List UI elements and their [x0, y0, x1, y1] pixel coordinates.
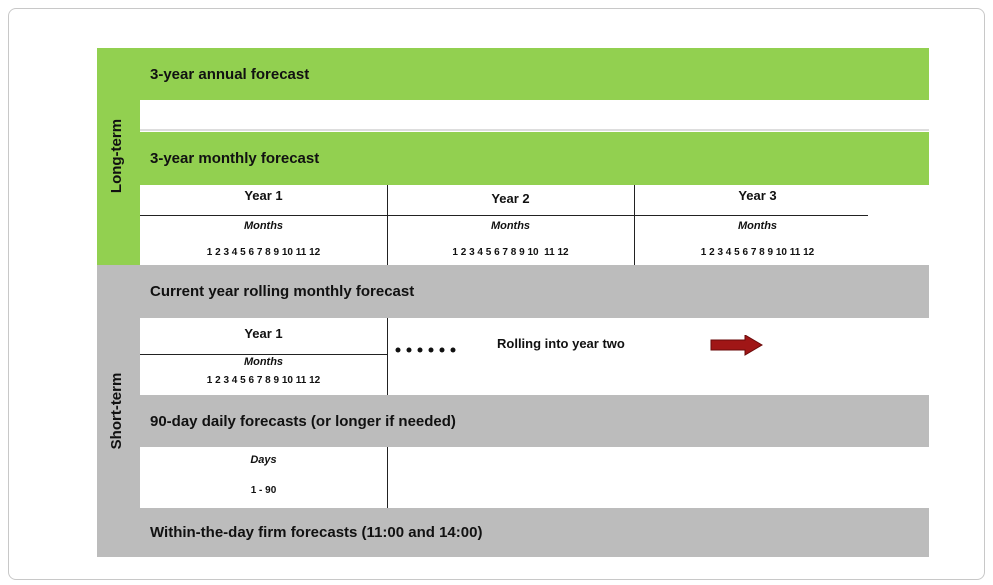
year-label: Year 3 — [738, 188, 777, 203]
year-label: Year 2 — [491, 191, 530, 206]
short-term-label: Short-term — [108, 372, 125, 450]
long-term-column — [97, 48, 140, 265]
range-label: 1 2 3 4 5 6 7 8 9 10 11 12 — [206, 375, 321, 386]
divider — [634, 185, 635, 265]
note: Rolling into year two — [497, 336, 625, 351]
year-label: Year 1 — [244, 188, 283, 203]
range-label: 1 2 3 4 5 6 7 8 9 10 11 12 — [206, 247, 321, 258]
divider — [387, 447, 388, 508]
long-term-label: Long-term — [108, 118, 125, 194]
divider — [387, 185, 388, 265]
unit-label: Months — [490, 220, 531, 232]
rolling-graphic — [395, 335, 763, 356]
unit-label: Months — [243, 220, 284, 232]
divider — [140, 354, 387, 355]
unit-label: Months — [243, 356, 284, 368]
band: 90-day daily forecasts (or longer if nee… — [140, 395, 929, 447]
short-term-column — [97, 265, 140, 557]
range-label: 1 2 3 4 5 6 7 8 9 10 11 12 — [452, 247, 569, 258]
band: 3-year monthly forecast — [140, 132, 929, 185]
frame — [8, 8, 985, 580]
band: 3-year annual forecast — [140, 48, 929, 100]
divider — [387, 318, 388, 395]
year-label: Year 1 — [244, 326, 283, 341]
unit-label: Days — [250, 454, 277, 466]
unit-label: Months — [737, 220, 778, 232]
band: Current year rolling monthly forecast — [140, 265, 929, 318]
range-label: 1 - 90 — [250, 485, 277, 496]
dots — [395, 347, 456, 353]
divider — [140, 215, 868, 216]
arrow — [710, 335, 763, 356]
separator — [140, 129, 929, 131]
band: Within-the-day firm forecasts (11:00 and… — [140, 508, 929, 557]
range-label: 1 2 3 4 5 6 7 8 9 10 11 12 — [700, 247, 815, 258]
